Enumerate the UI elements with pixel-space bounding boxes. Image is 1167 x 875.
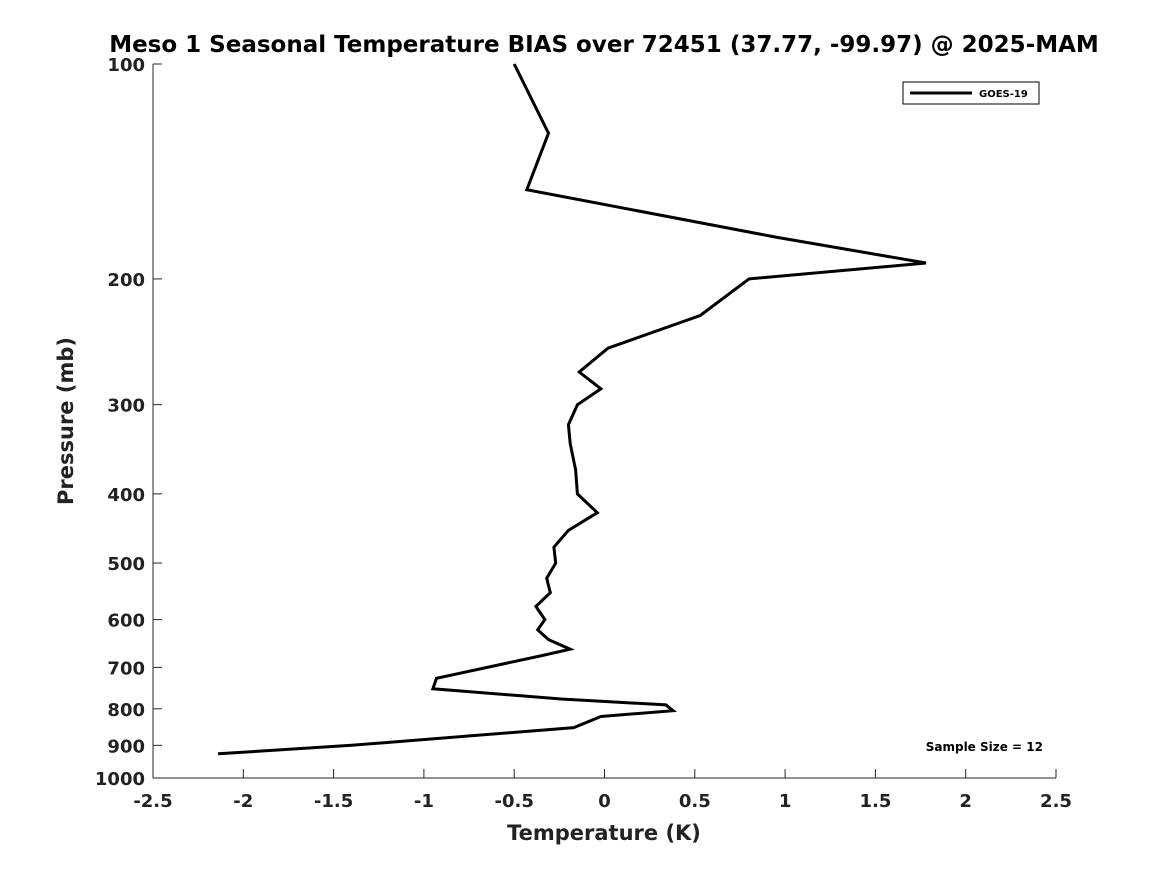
y-tick-label: 100 xyxy=(107,55,145,76)
y-axis-ticks: 100 200 300 400 500 600 700 800 900 1000 xyxy=(95,55,162,790)
series-lines xyxy=(217,63,927,756)
x-tick-label: 0.5 xyxy=(679,791,711,812)
plot-axes xyxy=(152,64,1056,779)
x-tick-label: 2.5 xyxy=(1040,791,1072,812)
y-tick-label: 1000 xyxy=(95,769,145,790)
x-tick-label: -2.5 xyxy=(133,791,172,812)
y-tick-label: 600 xyxy=(107,611,145,632)
y-tick-label: 300 xyxy=(107,396,145,417)
x-tick-label: 0 xyxy=(598,791,611,812)
x-tick-label: -1 xyxy=(414,791,434,812)
series-line-goes19 xyxy=(217,63,927,756)
y-axis-label: Pressure (mb) xyxy=(54,337,78,505)
y-tick-label: 200 xyxy=(107,270,145,291)
y-tick-label: 700 xyxy=(107,658,145,679)
y-tick-label: 800 xyxy=(107,700,145,721)
x-tick-label: 2 xyxy=(959,791,972,812)
x-tick-label: -2 xyxy=(233,791,253,812)
x-axis-label: Temperature (K) xyxy=(507,821,701,845)
legend-label: GOES-19 xyxy=(979,89,1028,100)
x-tick-label: -1.5 xyxy=(314,791,353,812)
y-tick-label: 500 xyxy=(107,554,145,575)
y-tick-label: 400 xyxy=(107,485,145,506)
x-axis-ticks: -2.5 -2 -1.5 -1 -0.5 0 0.5 1 1.5 2 2.5 xyxy=(133,769,1072,812)
legend: GOES-19 xyxy=(902,81,1040,105)
y-tick-label: 900 xyxy=(107,736,145,757)
sample-size-annotation: Sample Size = 12 xyxy=(926,740,1043,754)
x-tick-label: -0.5 xyxy=(495,791,534,812)
x-tick-label: 1.5 xyxy=(859,791,891,812)
chart-title: Meso 1 Seasonal Temperature BIAS over 72… xyxy=(109,32,1099,58)
x-tick-label: 1 xyxy=(779,791,792,812)
